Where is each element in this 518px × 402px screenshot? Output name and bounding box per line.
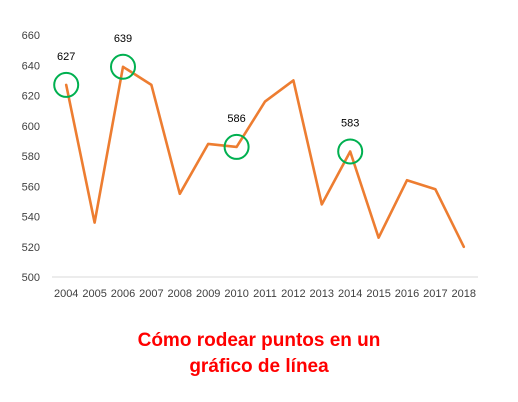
x-tick-label: 2013 [310, 288, 334, 300]
x-tick-label: 2006 [111, 288, 135, 300]
caption-line-1: Cómo rodear puntos en un [137, 330, 381, 351]
x-tick-label: 2018 [452, 288, 476, 300]
x-tick-label: 2010 [224, 288, 248, 300]
y-tick-label: 640 [22, 60, 40, 72]
x-tick-label: 2008 [168, 288, 192, 300]
data-label: 583 [341, 117, 359, 129]
chart-canvas: 500 520 540 560 580 600 620 640 660 2004 2005 2006 2… [22, 30, 478, 300]
highlight-circle [223, 133, 250, 160]
data-label: 627 [57, 51, 75, 63]
x-tick-label: 2005 [82, 288, 106, 300]
y-tick-label: 600 [22, 121, 40, 133]
y-tick-label: 620 [22, 91, 40, 103]
data-label: 586 [227, 113, 245, 125]
highlight-circle [53, 71, 80, 98]
x-tick-label: 2016 [395, 288, 419, 300]
line-chart: 500 520 540 560 580 600 620 640 660 2004 2005 2006 2… [22, 30, 478, 300]
y-tick-label: 540 [22, 212, 40, 224]
x-tick-label: 2009 [196, 288, 220, 300]
x-tick-label: 2014 [338, 288, 362, 300]
y-tick-label: 560 [22, 181, 40, 193]
x-tick-label: 2007 [139, 288, 163, 300]
x-tick-label: 2012 [281, 288, 305, 300]
y-tick-label: 520 [22, 242, 40, 254]
series-line [64, 65, 466, 249]
chart-caption: Cómo rodear puntos en un gráfico de líne… [0, 328, 518, 380]
data-label: 639 [114, 33, 132, 45]
highlight-circle [110, 53, 136, 80]
y-tick-label: 580 [22, 151, 40, 163]
x-tick-label: 2015 [366, 288, 390, 300]
y-tick-label: 500 [22, 272, 40, 284]
x-tick-label: 2004 [54, 288, 78, 300]
x-tick-label: 2011 [253, 288, 277, 300]
y-tick-label: 660 [22, 30, 40, 42]
caption-line-2: gráfico de línea [189, 356, 329, 377]
x-tick-label: 2017 [423, 288, 447, 300]
highlight-circle [337, 138, 364, 165]
